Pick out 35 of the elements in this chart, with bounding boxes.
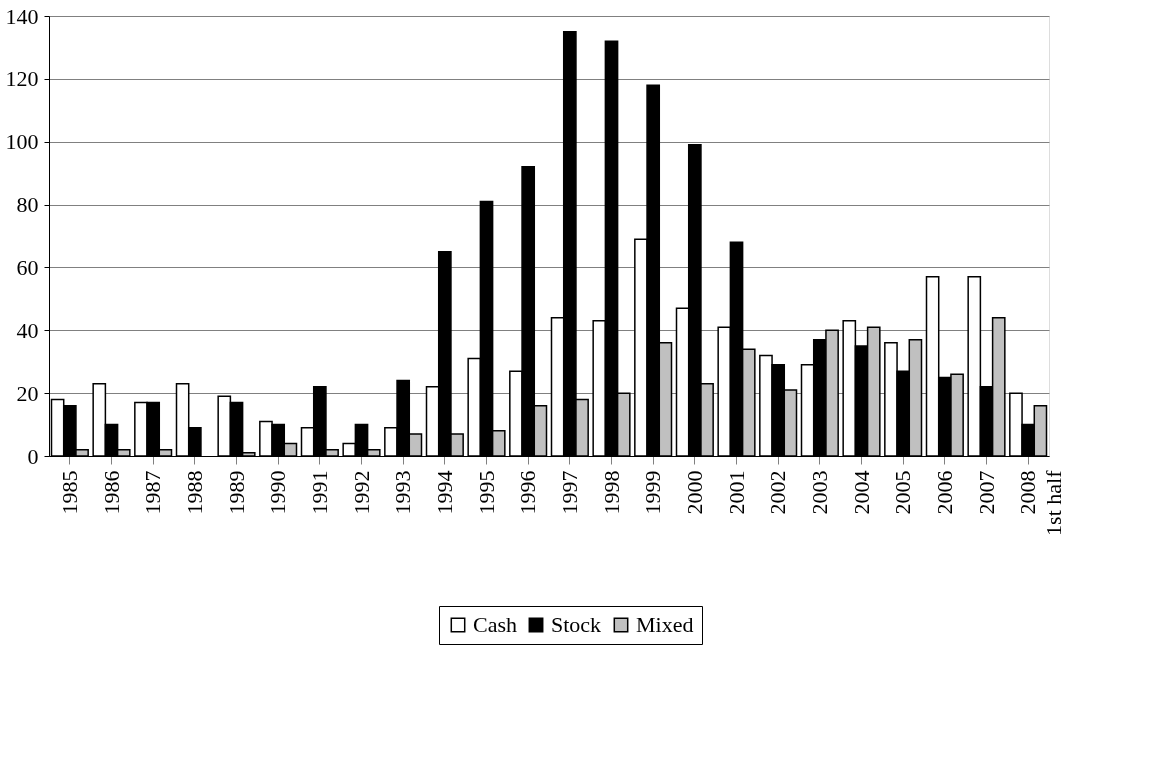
x-tick-label: 2006 [931, 470, 957, 515]
y-tick-label: 60 [16, 254, 39, 280]
x-tick-label: 2005 [890, 470, 916, 515]
x-tick-label: 1989 [223, 470, 249, 515]
y-tick-label: 40 [16, 317, 39, 343]
legend-label: Stock [551, 612, 602, 637]
x-tick-label: 2008 1st half [1015, 469, 1067, 536]
x-tick-label: 2002 [765, 470, 791, 515]
legend-label: Mixed [636, 612, 694, 637]
y-tick-label: 20 [16, 380, 39, 406]
x-tick-label: 2001 [723, 470, 749, 515]
legend-label: Cash [473, 612, 517, 637]
x-tick-label: 1992 [348, 470, 374, 515]
x-tick-label: 2007 [973, 470, 999, 515]
x-tick-label: 1990 [265, 470, 291, 515]
x-tick-label: 1988 [181, 470, 207, 515]
x-tick-label: 1993 [390, 470, 416, 515]
x-tick-label: 1999 [640, 470, 666, 515]
y-tick-label: 100 [5, 129, 39, 155]
x-tick-label: 1985 [56, 470, 82, 515]
x-tick-label: 1994 [431, 470, 457, 515]
x-tick-label: 1998 [598, 470, 624, 515]
y-tick-label: 0 [27, 443, 39, 469]
y-tick-label: 80 [16, 192, 39, 218]
x-tick-label: 1991 [306, 470, 332, 515]
x-tick-label: 1995 [473, 470, 499, 515]
x-tick-label: 1997 [556, 470, 582, 515]
x-tick-label: 1986 [98, 470, 124, 515]
y-tick-label: 140 [5, 3, 39, 29]
x-tick-label: 2004 [848, 470, 874, 515]
x-tick-label: 2000 [681, 470, 707, 515]
x-tick-label: 2003 [806, 470, 832, 515]
y-tick-label: 120 [5, 66, 39, 92]
x-tick-label: 1987 [140, 470, 166, 515]
x-tick-label: 1996 [515, 470, 541, 515]
